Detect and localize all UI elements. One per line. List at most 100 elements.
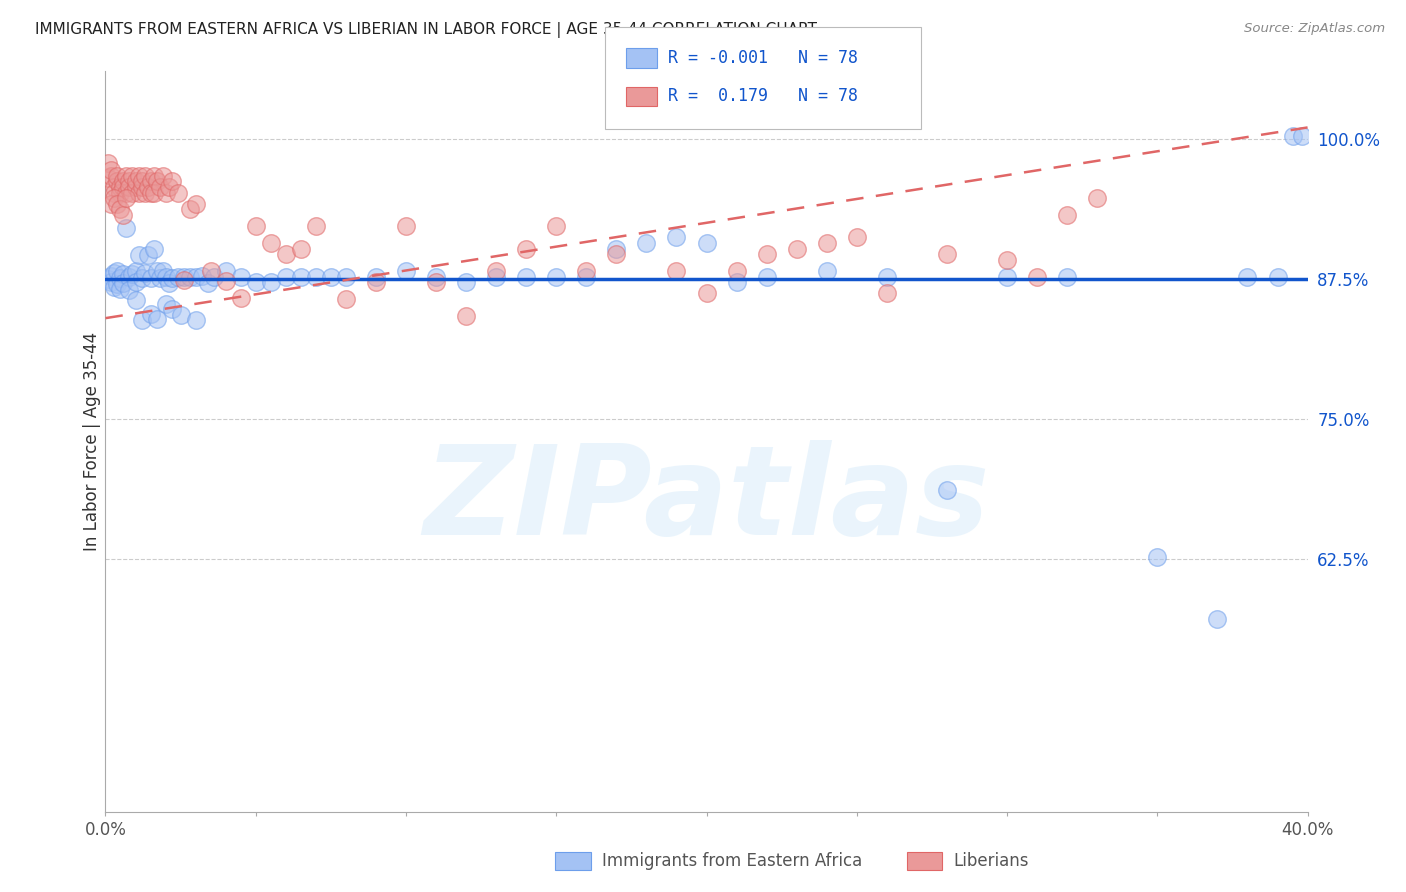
Point	[124, 174, 146, 188]
Point	[124, 275, 146, 289]
Point	[155, 186, 177, 200]
Point	[202, 269, 225, 284]
Point	[124, 180, 146, 194]
Point	[112, 174, 135, 188]
Point	[118, 283, 141, 297]
Point	[454, 309, 477, 323]
Point	[515, 242, 537, 256]
Point	[139, 174, 162, 188]
Point	[245, 275, 267, 289]
Point	[184, 313, 207, 327]
Point	[112, 180, 135, 194]
Point	[160, 174, 183, 188]
Point	[100, 163, 122, 178]
Point	[173, 273, 195, 287]
Point	[142, 242, 165, 256]
Point	[1026, 269, 1049, 284]
Point	[103, 191, 125, 205]
Point	[148, 180, 170, 194]
Point	[115, 186, 138, 200]
Point	[131, 313, 153, 327]
Point	[725, 275, 748, 289]
Point	[107, 174, 129, 188]
Point	[103, 279, 125, 293]
Point	[665, 230, 688, 244]
Point	[197, 277, 219, 291]
Point	[155, 296, 177, 310]
Text: ZIPatlas: ZIPatlas	[423, 441, 990, 561]
Point	[107, 169, 129, 183]
Point	[425, 269, 447, 284]
Point	[121, 186, 143, 200]
Point	[184, 196, 207, 211]
Point	[229, 269, 252, 284]
Point	[115, 191, 138, 205]
Point	[665, 264, 688, 278]
Point	[97, 272, 120, 286]
Point	[546, 269, 568, 284]
Point	[145, 174, 167, 188]
Point	[319, 269, 342, 284]
Point	[290, 269, 312, 284]
Point	[260, 275, 283, 289]
Point	[142, 186, 165, 200]
Point	[395, 219, 418, 234]
Point	[112, 208, 135, 222]
Point	[305, 269, 328, 284]
Point	[274, 247, 297, 261]
Point	[118, 174, 141, 188]
Point	[110, 180, 132, 194]
Text: R = -0.001   N = 78: R = -0.001 N = 78	[668, 49, 858, 67]
Point	[160, 302, 183, 317]
Point	[107, 277, 129, 292]
Point	[103, 266, 125, 280]
Point	[485, 264, 508, 278]
Point	[157, 180, 180, 194]
Point	[515, 269, 537, 284]
Point	[936, 483, 959, 497]
Point	[173, 269, 195, 284]
Point	[136, 180, 159, 194]
Point	[1291, 129, 1313, 144]
Text: IMMIGRANTS FROM EASTERN AFRICA VS LIBERIAN IN LABOR FORCE | AGE 35-44 CORRELATIO: IMMIGRANTS FROM EASTERN AFRICA VS LIBERI…	[35, 22, 817, 38]
Point	[936, 247, 959, 261]
Point	[454, 275, 477, 289]
Point	[115, 221, 138, 235]
Point	[124, 264, 146, 278]
Point	[139, 270, 162, 285]
Point	[755, 269, 778, 284]
Point	[110, 202, 132, 217]
Point	[128, 169, 150, 183]
Point	[131, 180, 153, 194]
Point	[696, 235, 718, 250]
Point	[575, 264, 598, 278]
Point	[1056, 208, 1078, 222]
Point	[103, 180, 125, 194]
Point	[110, 186, 132, 200]
Point	[636, 235, 658, 250]
Point	[546, 219, 568, 234]
Point	[103, 186, 125, 200]
Point	[260, 235, 283, 250]
Point	[136, 248, 159, 262]
Point	[1236, 269, 1258, 284]
Point	[139, 186, 162, 200]
Point	[128, 248, 150, 262]
Point	[142, 169, 165, 183]
Point	[1281, 129, 1303, 144]
Point	[124, 293, 146, 308]
Point	[755, 247, 778, 261]
Point	[214, 274, 236, 288]
Point	[97, 170, 120, 185]
Point	[134, 266, 156, 280]
Point	[786, 242, 808, 256]
Point	[395, 264, 418, 278]
Point	[107, 196, 129, 211]
Point	[815, 264, 838, 278]
Point	[145, 264, 167, 278]
Point	[110, 282, 132, 296]
Text: Liberians: Liberians	[953, 852, 1029, 870]
Point	[245, 219, 267, 234]
Text: Source: ZipAtlas.com: Source: ZipAtlas.com	[1244, 22, 1385, 36]
Point	[184, 269, 207, 284]
